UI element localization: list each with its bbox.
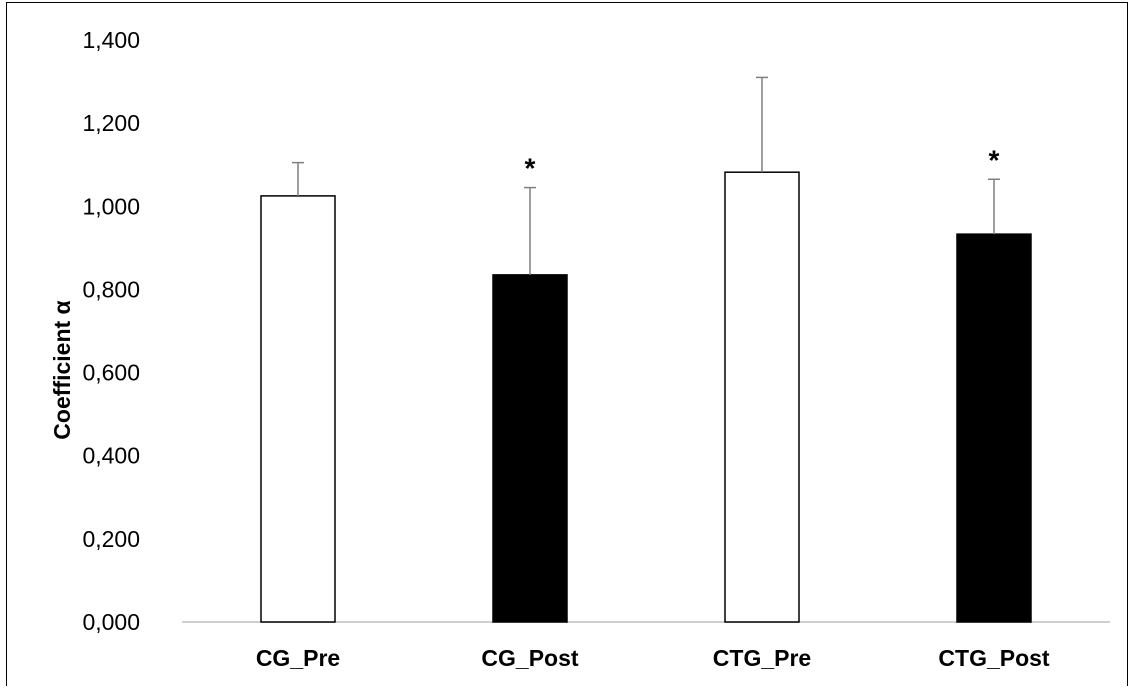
x-category-label: CG_Pre — [256, 645, 340, 671]
bars — [260, 171, 1032, 623]
bar — [260, 195, 336, 623]
y-tick-label: 1,400 — [82, 27, 140, 53]
y-tick-label: 0,400 — [82, 443, 140, 469]
y-tick-label: 0,200 — [82, 526, 140, 552]
x-category-label: CTG_Pre — [713, 645, 811, 671]
significance-markers: * * — [525, 144, 1000, 183]
y-axis-ticks: 0,000 0,200 0,400 0,600 0,800 1,000 1,200 1,400 — [82, 27, 140, 635]
y-tick-label: 0,600 — [82, 360, 140, 386]
y-tick-label: 1,000 — [82, 193, 140, 219]
chart-frame — [6, 2, 1128, 686]
bar — [956, 233, 1032, 623]
x-axis-categories: CG_Pre CG_Post CTG_Pre CTG_Post — [256, 645, 1050, 671]
x-category-label: CTG_Post — [938, 645, 1050, 671]
error-bars — [292, 76, 1000, 275]
x-category-label: CG_Post — [481, 645, 578, 671]
bar — [492, 274, 568, 623]
significance-star: * — [525, 153, 536, 184]
y-tick-label: 0,800 — [82, 276, 140, 302]
significance-star: * — [989, 144, 1000, 175]
y-tick-label: 0,000 — [82, 609, 140, 635]
bar — [724, 171, 800, 623]
y-tick-label: 1,200 — [82, 110, 140, 136]
y-axis-title: Coefficient α — [49, 300, 75, 439]
